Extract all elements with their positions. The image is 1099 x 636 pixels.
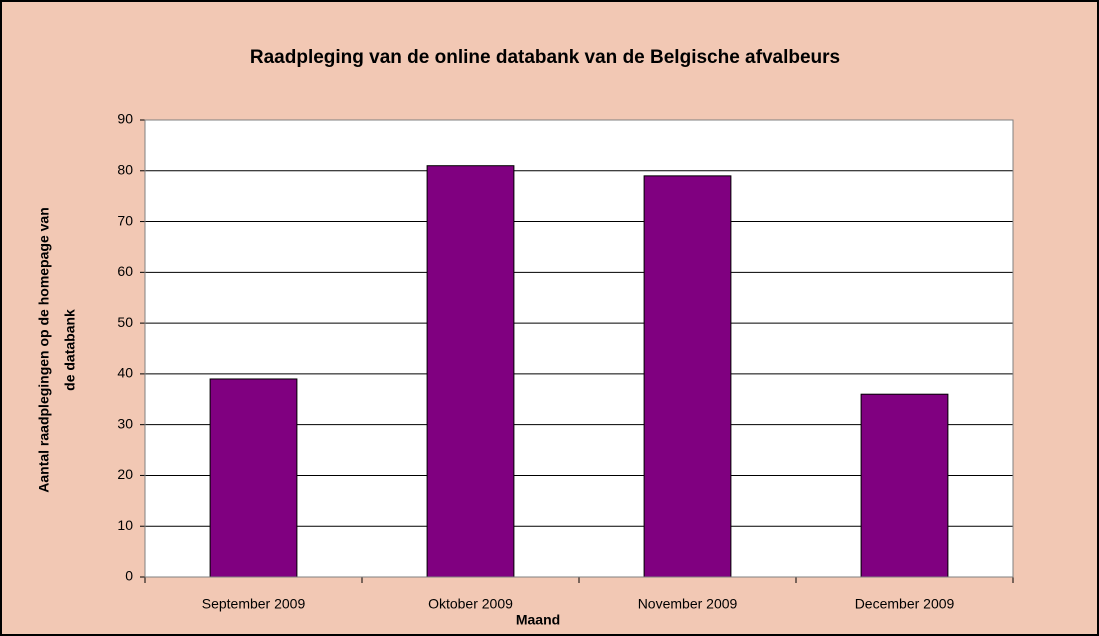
x-tick-label: September 2009 bbox=[202, 596, 306, 612]
plot-border bbox=[144, 119, 1014, 578]
y-axis-label: Aantal raadplegingen op de homepage van … bbox=[36, 207, 78, 493]
bar bbox=[426, 165, 515, 578]
y-tick-label: 10 bbox=[117, 517, 133, 533]
y-tick-label: 30 bbox=[117, 415, 133, 431]
bar bbox=[860, 393, 949, 578]
y-tick-label: 60 bbox=[117, 263, 133, 279]
bar bbox=[643, 175, 732, 578]
x-tick-label: November 2009 bbox=[638, 596, 738, 612]
y-tick-label: 50 bbox=[117, 314, 133, 330]
x-tick-label: Oktober 2009 bbox=[428, 596, 513, 612]
y-tick-label: 80 bbox=[117, 161, 133, 177]
x-axis-label: Maand bbox=[516, 612, 560, 628]
y-tick-label: 90 bbox=[117, 111, 133, 127]
bar bbox=[209, 378, 298, 578]
y-axis-label-line: de databank bbox=[62, 309, 78, 391]
x-tick-label: December 2009 bbox=[855, 596, 955, 612]
y-tick-label: 0 bbox=[125, 568, 133, 584]
y-tick-label: 40 bbox=[117, 365, 133, 381]
y-tick-label: 70 bbox=[117, 212, 133, 228]
y-tick-label: 20 bbox=[117, 466, 133, 482]
chart-title: Raadpleging van de online databank van d… bbox=[250, 47, 840, 68]
y-axis-label-line: Aantal raadplegingen op de homepage van bbox=[36, 207, 52, 493]
